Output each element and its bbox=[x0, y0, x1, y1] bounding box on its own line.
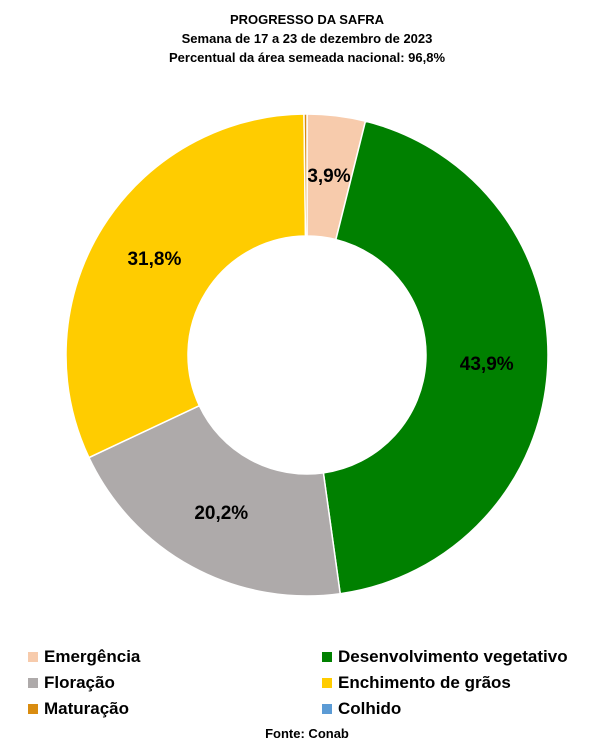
chart-subtitle: Semana de 17 a 23 de dezembro de 2023 bbox=[181, 31, 433, 46]
legend-item-maturacao: Maturação bbox=[28, 696, 129, 722]
chart-titles: PROGRESSO DA SAFRA Semana de 17 a 23 de … bbox=[0, 10, 614, 67]
legend-item-colhido: Colhido bbox=[322, 696, 401, 722]
donut-chart: 3,9% 43,9% 20,2% 31,8% bbox=[65, 113, 549, 597]
slice-maturacao bbox=[303, 113, 308, 237]
legend-item-enchimento-de-graos: Enchimento de grãos bbox=[322, 670, 511, 696]
legend-swatch bbox=[28, 678, 38, 688]
slice-desenvolvimento-vegetativo bbox=[322, 120, 549, 595]
legend-label: Enchimento de grãos bbox=[338, 673, 511, 692]
legend-label: Emergência bbox=[44, 647, 141, 666]
legend-swatch bbox=[28, 704, 38, 714]
chart-source: Fonte: Conab bbox=[265, 726, 349, 741]
legend-swatch bbox=[322, 652, 332, 662]
slice-floracao bbox=[87, 404, 342, 597]
legend-label: Floração bbox=[44, 673, 115, 692]
chart-title: PROGRESSO DA SAFRA bbox=[229, 12, 385, 27]
slice-label-desenvolvimento-vegetativo: 43,9% bbox=[460, 354, 514, 375]
slice-enchimento-de-graos bbox=[65, 113, 307, 459]
chart-subtitle-area: Percentual da área semeada nacional: 96,… bbox=[168, 50, 446, 65]
legend-swatch bbox=[322, 678, 332, 688]
legend-swatch bbox=[28, 652, 38, 662]
legend-item-floracao: Floração bbox=[28, 670, 115, 696]
slice-label-enchimento-de-graos: 31,8% bbox=[127, 249, 181, 270]
legend-label: Colhido bbox=[338, 699, 402, 718]
slice-label-emergencia: 3,9% bbox=[307, 166, 350, 187]
legend-item-emergencia: Emergência bbox=[28, 644, 140, 670]
slice-label-floracao: 20,2% bbox=[194, 503, 248, 524]
legend-label: Maturação bbox=[44, 699, 130, 718]
legend-label: Desenvolvimento vegetativo bbox=[338, 647, 568, 666]
donut-slices bbox=[65, 113, 549, 597]
legend-swatch bbox=[322, 704, 332, 714]
donut-slice-labels: 3,9% 43,9% 20,2% 31,8% bbox=[127, 166, 513, 524]
legend-item-desenvolvimento-vegetativo: Desenvolvimento vegetativo bbox=[322, 644, 568, 670]
chart-legend: Emergência Desenvolvimento vegetativo Fl… bbox=[0, 643, 614, 723]
